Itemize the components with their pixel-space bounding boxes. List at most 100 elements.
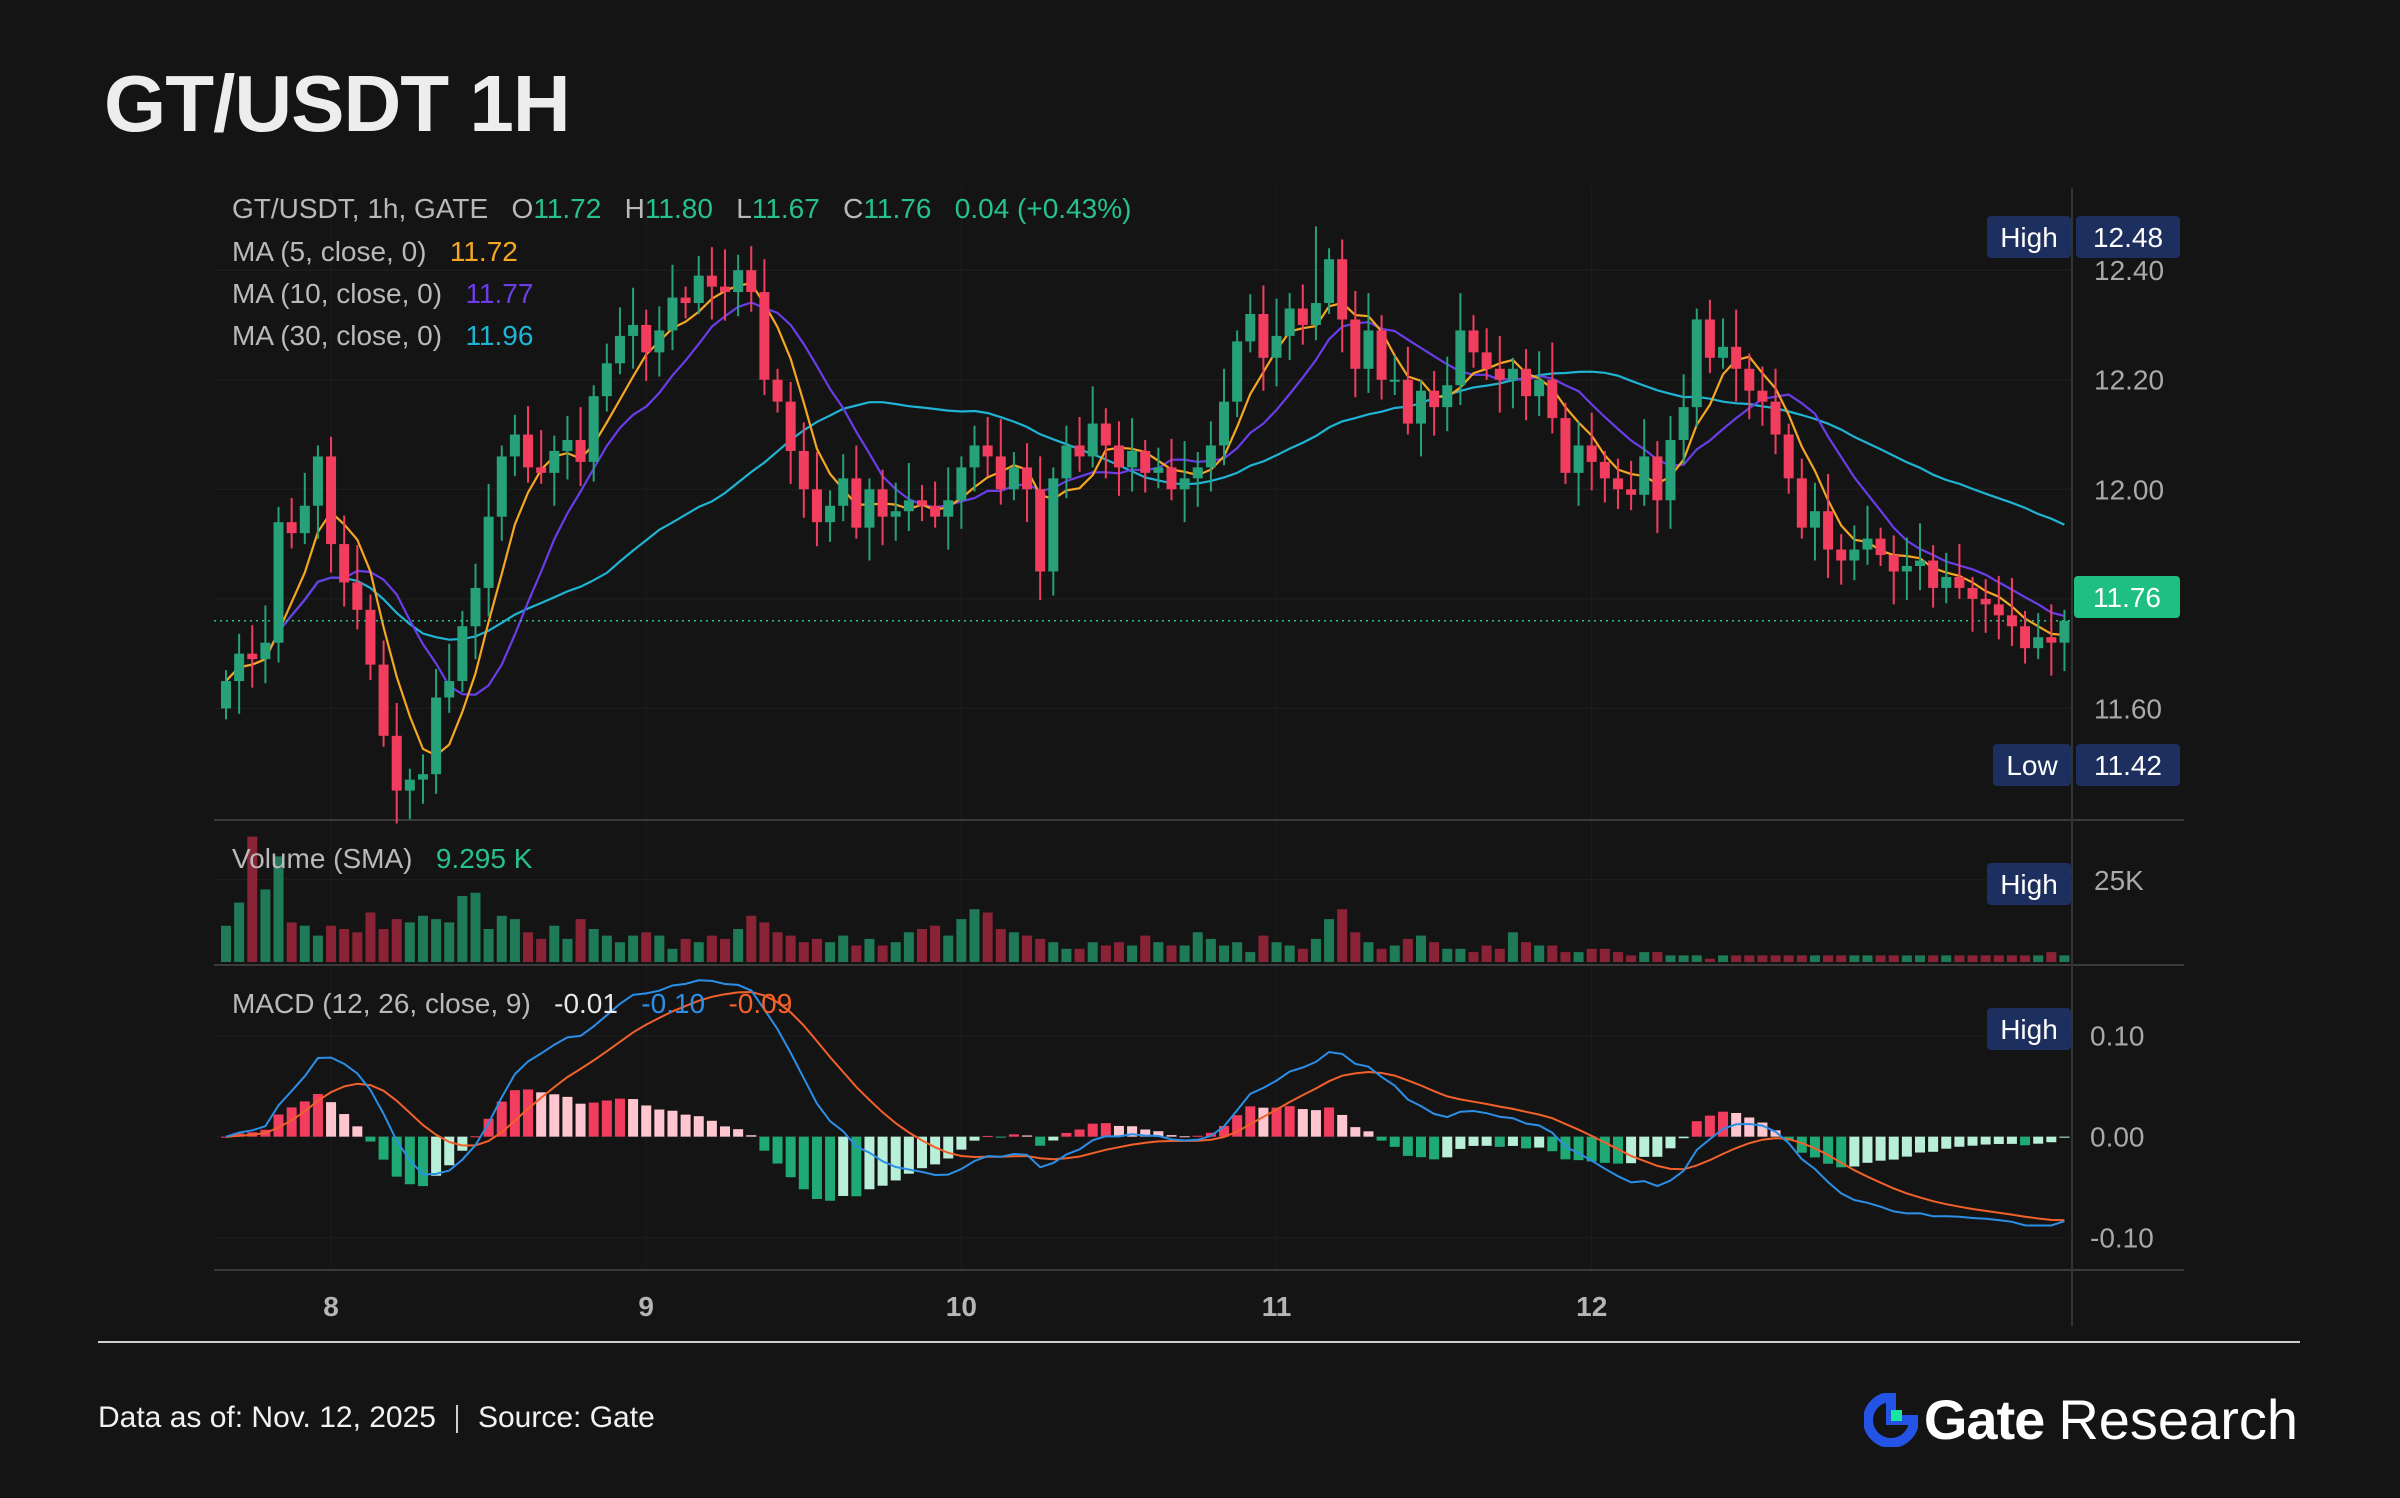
macd-histogram-bar [851, 1136, 862, 1197]
volume-bar [641, 932, 652, 962]
volume-bar [720, 938, 731, 962]
macd-high-badge: High [2000, 1014, 2058, 1045]
macd-histogram-bar [523, 1089, 534, 1137]
volume-bar [562, 938, 573, 962]
candle-body [798, 450, 809, 490]
candle-body [1704, 319, 1715, 358]
macd-histogram-bar [1993, 1136, 2004, 1144]
candle-body [1022, 467, 1033, 490]
macd-histogram-bar [1429, 1136, 1440, 1160]
candle-body [877, 489, 888, 517]
candle-body [444, 681, 455, 698]
macd-histogram-bar [509, 1090, 520, 1137]
macd-histogram-bar [1665, 1136, 1676, 1149]
candle-body [1757, 390, 1768, 402]
volume-bar [1048, 942, 1059, 962]
macd-histogram-bar [1140, 1129, 1151, 1137]
volume-bar [890, 942, 901, 962]
price-tick-label: 11.60 [2094, 693, 2162, 724]
volume-bar [444, 922, 455, 962]
volume-bar [509, 919, 520, 962]
macd-histogram-bar [628, 1099, 639, 1137]
candle-body [404, 779, 415, 791]
high-badge-label-bg [1987, 216, 2071, 258]
candle-body [273, 522, 284, 643]
candle-body [956, 467, 967, 501]
candle-body [1297, 308, 1308, 325]
footer-source: Source: Gate [477, 1401, 655, 1434]
candle-body [825, 505, 836, 523]
candle-body [1232, 341, 1243, 402]
volume-bar [1324, 919, 1335, 962]
volume-bar [575, 919, 586, 962]
volume-bar [811, 938, 822, 962]
macd-histogram-bar [562, 1096, 573, 1137]
volume-bar [536, 938, 547, 962]
volume-bar [1560, 952, 1571, 962]
volume-bar [273, 856, 284, 962]
macd-histogram-bar [838, 1136, 849, 1196]
candle-body [1809, 511, 1820, 528]
candle-body [1521, 368, 1532, 397]
macd-histogram-bar [772, 1136, 783, 1164]
candle-body [1928, 560, 1939, 588]
candle-body [1205, 445, 1216, 468]
volume-bar [654, 935, 665, 962]
candlesticks [221, 226, 2070, 824]
candle-body [1967, 587, 1978, 599]
last-price-badge-bg [2074, 576, 2180, 618]
macd-histogram-bar [1087, 1123, 1098, 1137]
candle-body [496, 456, 507, 517]
volume-bar [2020, 955, 2031, 962]
macd-histogram-bar [1744, 1117, 1755, 1137]
macd-histogram-bar [1284, 1106, 1295, 1137]
candle-body [1258, 314, 1269, 358]
candle-body [1573, 445, 1584, 473]
legend-h-label: H [624, 193, 645, 224]
volume-bar [1639, 952, 1650, 962]
volume-bar [1389, 945, 1400, 962]
macd-histogram-bar [969, 1136, 980, 1141]
volume-bar [457, 896, 468, 962]
macd-histogram-bar [1061, 1132, 1072, 1137]
macd-signal-line [225, 990, 2065, 1222]
macd-histogram-bar [1888, 1136, 1899, 1160]
macd-histogram-bar [1271, 1107, 1282, 1137]
macd-histogram-bar [1901, 1136, 1912, 1157]
macd-histogram-bar [1350, 1127, 1361, 1137]
macd-histogram-bar [1928, 1136, 1939, 1152]
volume-bar [1468, 952, 1479, 962]
candle-body [1389, 379, 1400, 382]
macd-histogram-bar [733, 1129, 744, 1137]
volume-bar [916, 929, 927, 962]
candle-body [706, 275, 717, 287]
macd-histogram-bar [286, 1107, 297, 1137]
volume-bar [1337, 909, 1348, 962]
macd-histogram-bar [1678, 1136, 1689, 1139]
volume-bar [1481, 945, 1492, 962]
volume-bar [1113, 942, 1124, 962]
candle-body [1639, 456, 1650, 495]
volume-tick-label: 25K [2094, 865, 2144, 896]
macd-histogram-bar [1626, 1136, 1637, 1164]
macd-histogram-bar [1862, 1136, 1873, 1163]
macd-histogram-bar [667, 1110, 678, 1137]
candle-body [1980, 598, 1991, 605]
volume-bar [772, 932, 783, 962]
candle-body [1127, 450, 1138, 468]
candle-body [2046, 637, 2057, 643]
candle-body [1271, 335, 1282, 358]
legend-symbol: GT/USDT, 1h, GATE [232, 193, 489, 224]
volume-bar [956, 919, 967, 962]
macd-histogram-bar [1232, 1115, 1243, 1137]
volume-bar [667, 948, 678, 962]
volume-bar [404, 922, 415, 962]
macd-histogram-bar [1547, 1136, 1558, 1152]
volume-bar [234, 902, 245, 962]
volume-bar [851, 945, 862, 962]
candle-body [549, 450, 560, 473]
candle-body [667, 297, 678, 331]
macd-tick-label: 0.10 [2090, 1021, 2145, 1052]
candle-body [969, 445, 980, 468]
macd-histogram-bar [1048, 1136, 1059, 1141]
